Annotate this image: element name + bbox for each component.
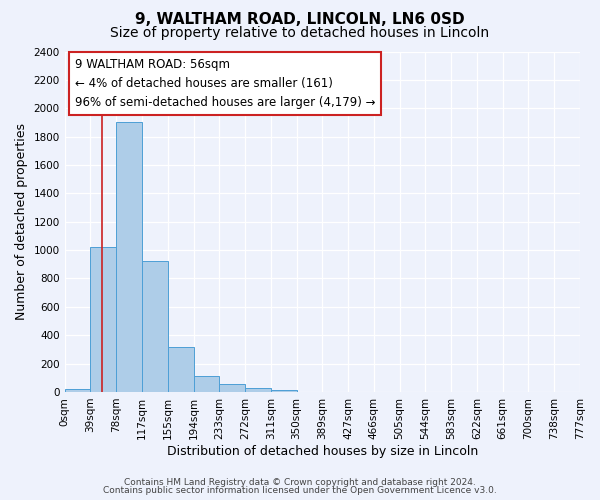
Text: 9, WALTHAM ROAD, LINCOLN, LN6 0SD: 9, WALTHAM ROAD, LINCOLN, LN6 0SD	[135, 12, 465, 28]
Bar	[168, 346, 193, 392]
X-axis label: Distribution of detached houses by size in Lincoln: Distribution of detached houses by size …	[167, 444, 478, 458]
Text: Contains public sector information licensed under the Open Government Licence v3: Contains public sector information licen…	[103, 486, 497, 495]
Bar	[116, 122, 142, 392]
Bar	[142, 262, 168, 392]
Bar	[91, 248, 116, 392]
Bar	[65, 389, 91, 392]
Bar	[219, 384, 245, 392]
Text: 9 WALTHAM ROAD: 56sqm
← 4% of detached houses are smaller (161)
96% of semi-deta: 9 WALTHAM ROAD: 56sqm ← 4% of detached h…	[75, 58, 376, 110]
Bar	[245, 388, 271, 392]
Bar	[193, 376, 219, 392]
Bar	[271, 390, 296, 392]
Text: Contains HM Land Registry data © Crown copyright and database right 2024.: Contains HM Land Registry data © Crown c…	[124, 478, 476, 487]
Text: Size of property relative to detached houses in Lincoln: Size of property relative to detached ho…	[110, 26, 490, 40]
Y-axis label: Number of detached properties: Number of detached properties	[15, 123, 28, 320]
